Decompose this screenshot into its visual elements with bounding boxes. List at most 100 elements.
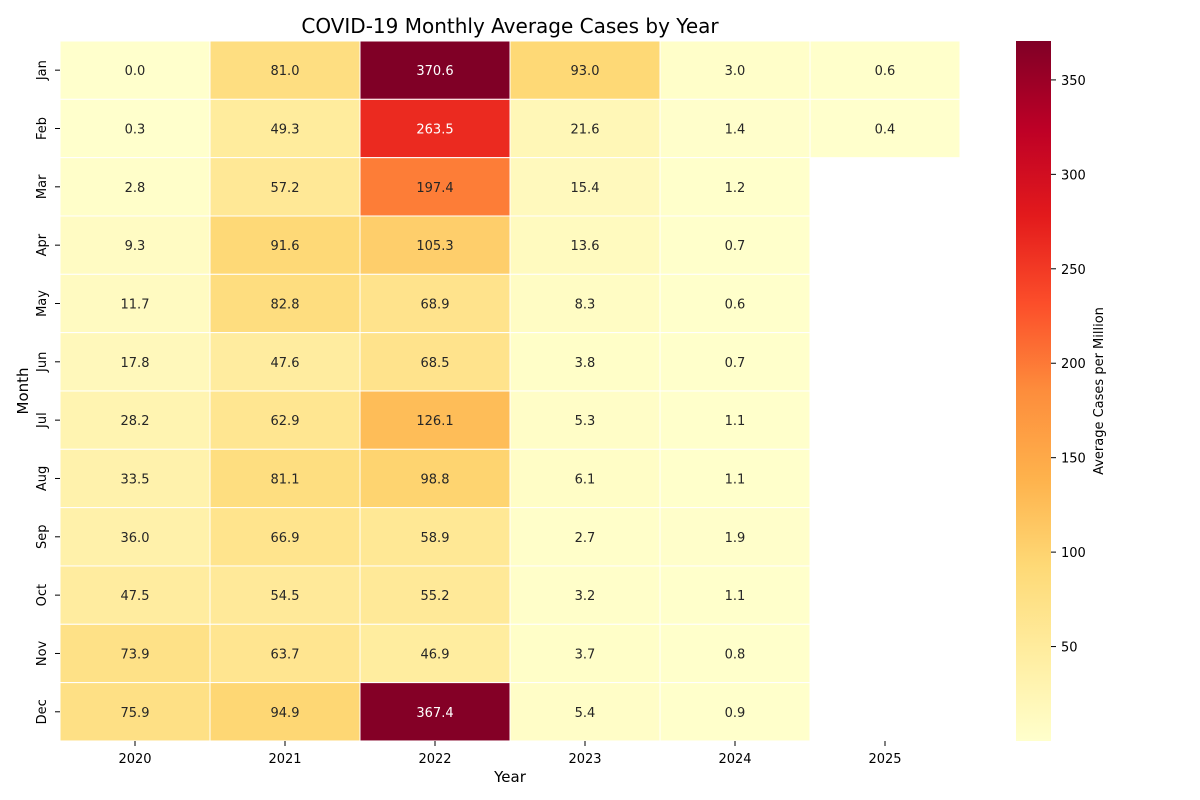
cell-value-label: 9.3 [125,239,146,254]
heatmap-cell-mar-2020 [59,157,211,217]
cell-value-label: 68.9 [421,297,450,312]
x-tick-label: 2025 [868,752,901,767]
x-tick-label: 2024 [718,752,751,767]
x-tick-label: 2022 [418,752,451,767]
cell-value-label: 54.5 [271,589,300,604]
colorbar-tick-label: 250 [1061,263,1086,278]
cell-value-label: 49.3 [271,122,300,137]
x-axis-ticks: 2020 2021 2022 2023 2024 2025 [118,740,902,767]
heatmap-cell-oct-2022 [359,565,511,625]
cell-value-label: 94.9 [271,706,300,721]
colorbar-tick-label: 350 [1061,74,1086,89]
cell-value-label: 0.7 [725,356,746,371]
cell-value-label: 3.0 [725,64,746,79]
cell-value-label: 21.6 [571,122,600,137]
cell-value-label: 0.6 [725,297,746,312]
heatmap-cell-jul-2023 [509,390,661,450]
x-tick-label: 2021 [268,752,301,767]
y-tick-label: Mar [35,174,50,199]
cell-value-label: 3.8 [575,356,596,371]
chart-title: COVID-19 Monthly Average Cases by Year [301,14,719,38]
colorbar [1016,41,1051,741]
y-tick-label: Sep [35,525,50,550]
cell-value-label: 0.9 [725,706,746,721]
cell-value-label: 3.2 [575,589,596,604]
heatmap-cell-apr-2021 [209,215,361,275]
y-tick-label: Feb [35,117,50,140]
cell-value-label: 2.7 [575,531,596,546]
cell-value-label: 0.0 [125,64,146,79]
heatmap-cell-mar-2021 [209,157,361,217]
colorbar-tick-label: 100 [1061,546,1086,561]
cell-value-label: 126.1 [416,414,453,429]
cell-value-label: 197.4 [416,181,453,196]
cell-value-label: 5.3 [575,414,596,429]
cell-value-label: 68.5 [421,356,450,371]
cell-value-label: 81.1 [271,472,300,487]
x-axis-label: Year [493,768,527,786]
heatmap-cell-oct-2023 [509,565,661,625]
cell-value-label: 47.6 [271,356,300,371]
cell-value-label: 57.2 [271,181,300,196]
heatmap-cell-jun-2020 [59,332,211,392]
y-axis-ticks: Jan Feb Mar Apr May Jun Jul Aug Sep Oct Nov Dec [35,60,60,724]
heatmap-cell-jan-2023 [509,40,661,100]
y-tick-label: Nov [35,640,50,666]
heatmap-cell-feb-2025 [809,98,961,159]
cell-value-label: 0.7 [725,239,746,254]
cell-value-label: 5.4 [575,706,596,721]
cell-value-label: 367.4 [416,706,453,721]
heatmap-cell-sep-2022 [359,507,511,567]
heatmap-cell-labels: 0.0 81.0 370.6 93.0 3.0 0.6 0.3 49.3 263.5 21.6 1.… [121,64,896,721]
x-tick-label: 2023 [568,752,601,767]
cell-value-label: 11.7 [121,297,150,312]
heatmap-cell-nov-2024 [659,623,811,684]
colorbar-ticks: 50 100 150 200 250 300 350 [1051,74,1086,656]
heatmap-cell-dec-2023 [509,682,661,742]
heatmap-cell-oct-2021 [209,565,361,625]
cell-value-label: 46.9 [421,647,450,662]
heatmap-cell-aug-2020 [59,448,211,509]
cell-value-label: 93.0 [571,64,600,79]
cell-value-label: 6.1 [575,472,596,487]
y-tick-label: May [35,290,50,317]
heatmap-cell-jul-2022 [359,390,511,450]
heatmap-cell-feb-2021 [209,98,361,159]
cell-value-label: 17.8 [121,356,150,371]
colorbar-tick-label: 300 [1061,168,1086,183]
cell-value-label: 1.9 [725,531,746,546]
cell-value-label: 75.9 [121,706,150,721]
cell-value-label: 98.8 [421,472,450,487]
heatmap-cell-sep-2020 [59,507,211,567]
heatmap-cell-may-2020 [59,273,211,334]
y-tick-label: Aug [35,466,50,491]
cell-value-label: 370.6 [416,64,453,79]
heatmap-cell-aug-2024 [659,448,811,509]
heatmap-cell-dec-2021 [209,682,361,742]
cell-value-label: 81.0 [271,64,300,79]
cell-value-label: 91.6 [271,239,300,254]
heatmap-cell-oct-2020 [59,565,211,625]
cell-value-label: 63.7 [271,647,300,662]
heatmap-cell-mar-2023 [509,157,661,217]
cell-value-label: 82.8 [271,297,300,312]
heatmap-cell-may-2024 [659,273,811,334]
cell-value-label: 1.2 [725,181,746,196]
x-tick-label: 2020 [118,752,151,767]
heatmap-cell-apr-2024 [659,215,811,275]
heatmap-cells [59,40,961,742]
cell-value-label: 0.6 [875,64,896,79]
cell-value-label: 58.9 [421,531,450,546]
heatmap-cell-jan-2021 [209,40,361,100]
heatmap-cell-mar-2024 [659,157,811,217]
cell-value-label: 33.5 [121,472,150,487]
cell-value-label: 0.4 [875,122,896,137]
colorbar-tick-label: 150 [1061,452,1086,467]
cell-value-label: 47.5 [121,589,150,604]
cell-value-label: 15.4 [571,181,600,196]
heatmap-cell-jan-2025 [809,40,961,100]
heatmap-cell-jan-2022 [359,40,511,100]
heatmap-cell-nov-2021 [209,623,361,684]
cell-value-label: 1.1 [725,589,746,604]
